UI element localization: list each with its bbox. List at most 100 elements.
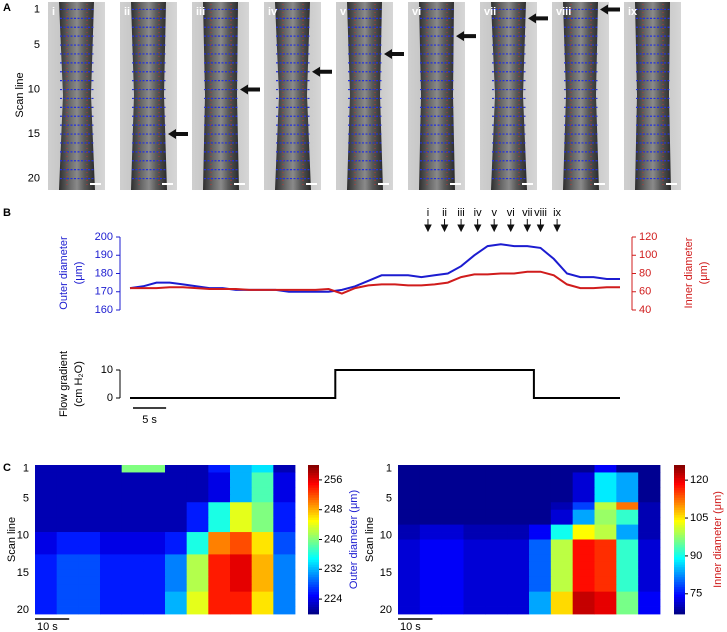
arrow bbox=[312, 66, 332, 77]
y-axis-title: Outer diameter bbox=[58, 236, 70, 310]
marker-label: iv bbox=[474, 207, 482, 219]
heat-cell bbox=[165, 554, 188, 563]
heat-cell bbox=[251, 576, 274, 585]
marker-label: i bbox=[427, 207, 429, 219]
heat-cell bbox=[419, 539, 443, 548]
heat-cell bbox=[441, 487, 464, 496]
colorbar-step bbox=[308, 569, 319, 573]
heat-cell bbox=[485, 546, 508, 555]
heat-cell bbox=[165, 479, 188, 488]
colorbar-step bbox=[674, 569, 685, 573]
heat-cell bbox=[550, 487, 574, 496]
heat-cell bbox=[507, 532, 530, 540]
heat-cell bbox=[251, 591, 274, 600]
heat-cell bbox=[273, 576, 296, 585]
heat-cell bbox=[251, 546, 274, 555]
heat-cell bbox=[616, 479, 639, 488]
heat-cell bbox=[419, 576, 443, 585]
heat-cell bbox=[616, 465, 639, 473]
heat-cell bbox=[78, 465, 101, 473]
colorbar-step bbox=[674, 527, 685, 530]
panel-label: C bbox=[3, 462, 11, 474]
heat-cell bbox=[550, 576, 574, 585]
heat-cell bbox=[419, 465, 443, 473]
heat-cell bbox=[56, 502, 79, 511]
y-tick-label: 170 bbox=[95, 286, 113, 298]
heat-cell bbox=[273, 606, 296, 615]
heat-cell bbox=[529, 546, 552, 555]
heat-cell bbox=[165, 539, 188, 548]
colorbar-step bbox=[308, 474, 319, 478]
heat-cell bbox=[121, 584, 144, 593]
heat-cell bbox=[121, 576, 144, 585]
colorbar-step bbox=[674, 611, 685, 615]
heat-cell bbox=[273, 539, 296, 548]
marker-label: ii bbox=[442, 207, 447, 219]
colorbar-step bbox=[674, 561, 685, 565]
colorbar-step bbox=[308, 574, 319, 578]
colorbar-step bbox=[674, 487, 685, 491]
heat-cell bbox=[56, 487, 79, 496]
heat-cell bbox=[572, 509, 595, 518]
scale-bar-label: 5 s bbox=[142, 414, 157, 426]
heat-cell bbox=[441, 465, 464, 473]
heat-cell bbox=[638, 599, 661, 607]
colorbar-step bbox=[308, 512, 319, 516]
heat-cell bbox=[616, 517, 639, 525]
heat-cell bbox=[35, 606, 58, 615]
colorbar-step bbox=[674, 609, 685, 612]
heat-cell bbox=[572, 606, 595, 615]
heat-cell bbox=[594, 479, 617, 488]
heat-cell bbox=[572, 584, 595, 593]
heat-cell bbox=[251, 569, 274, 578]
colorbar-step bbox=[308, 509, 319, 513]
heat-cell bbox=[165, 599, 188, 607]
colorbar-step bbox=[308, 554, 319, 558]
heat-cell bbox=[208, 532, 231, 540]
heat-cell bbox=[121, 591, 144, 600]
heat-cell bbox=[251, 509, 274, 518]
heat-cell bbox=[35, 502, 58, 511]
heat-cell bbox=[100, 561, 123, 570]
colorbar-step bbox=[308, 566, 319, 570]
heat-cell bbox=[529, 502, 552, 511]
heat-cell bbox=[550, 599, 574, 607]
y2-axis-title: (μm) bbox=[698, 262, 710, 285]
heat-cell bbox=[550, 494, 574, 503]
heat-cell bbox=[56, 599, 79, 607]
heat-cell bbox=[616, 487, 639, 496]
heat-cell bbox=[100, 472, 123, 481]
heat-cell bbox=[463, 584, 486, 593]
heat-cell bbox=[572, 465, 595, 473]
heat-cell bbox=[572, 472, 595, 481]
heat-cell bbox=[208, 524, 231, 533]
heat-cell bbox=[507, 569, 530, 578]
heat-cell bbox=[165, 606, 188, 615]
heat-cell bbox=[56, 472, 79, 481]
heat-cell bbox=[638, 576, 661, 585]
y-axis-title: (μm) bbox=[73, 262, 85, 285]
colorbar-step bbox=[674, 519, 685, 523]
heat-cell bbox=[419, 561, 443, 570]
heat-cell bbox=[638, 532, 661, 540]
heat-cell bbox=[463, 524, 486, 533]
heat-cell bbox=[529, 532, 552, 540]
heat-cell bbox=[186, 532, 209, 540]
heat-cell bbox=[463, 532, 486, 540]
colorbar-step bbox=[308, 534, 319, 538]
heat-cell bbox=[100, 465, 123, 473]
colorbar-step bbox=[674, 586, 685, 590]
heat-cell bbox=[594, 472, 617, 481]
colorbar-step bbox=[308, 579, 319, 583]
y-tick-label: 15 bbox=[17, 567, 29, 579]
heat-cell bbox=[56, 546, 79, 555]
colorbar-step bbox=[308, 527, 319, 530]
heat-cell bbox=[638, 472, 661, 481]
heat-cell bbox=[121, 487, 144, 496]
colorbar-tick-label: 120 bbox=[690, 474, 708, 486]
heat-cell bbox=[230, 479, 253, 488]
marker-arrow bbox=[506, 219, 515, 233]
colorbar-step bbox=[308, 507, 319, 511]
y2-tick-label: 100 bbox=[639, 249, 657, 261]
heat-cell bbox=[594, 546, 617, 555]
